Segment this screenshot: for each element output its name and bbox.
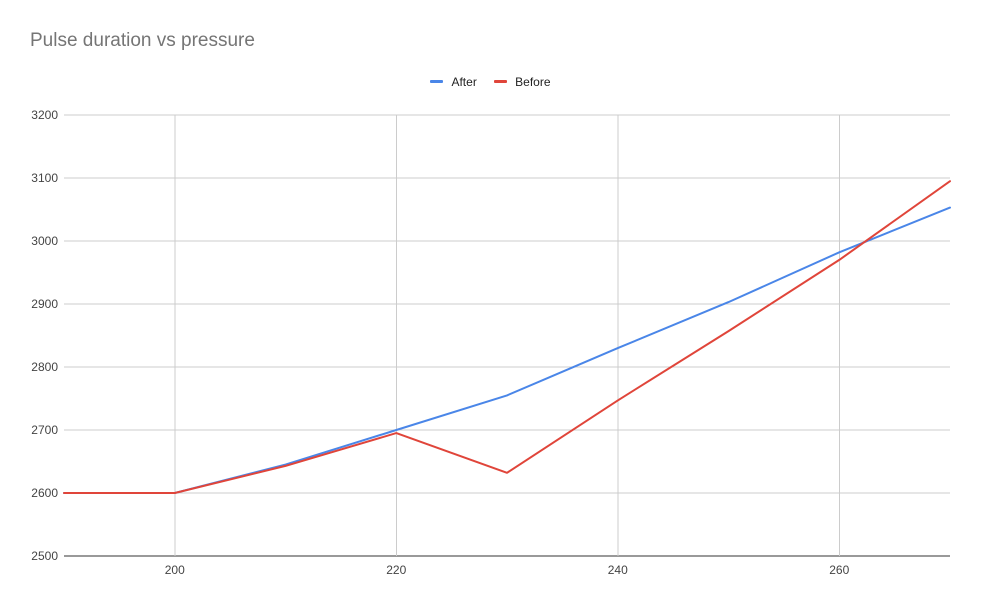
series-layer	[62, 179, 953, 496]
series-line-after[interactable]	[63, 206, 951, 494]
data-point-before[interactable]	[505, 470, 510, 475]
y-tick-label: 2600	[31, 486, 58, 500]
y-tick-label: 2900	[31, 297, 58, 311]
data-point-before[interactable]	[726, 329, 731, 334]
series-line-before[interactable]	[63, 180, 951, 494]
legend-swatch-before	[494, 80, 508, 83]
x-tick-label: 260	[829, 563, 849, 577]
data-point-before[interactable]	[172, 491, 177, 496]
series-before	[62, 179, 953, 496]
data-point-after[interactable]	[505, 393, 510, 398]
y-tick-label: 3200	[31, 108, 58, 122]
data-point-before[interactable]	[283, 463, 288, 468]
data-point-before[interactable]	[394, 431, 399, 436]
legend-item-before[interactable]: Before	[494, 74, 551, 89]
legend-item-after[interactable]: After	[430, 74, 477, 89]
y-tick-label: 2800	[31, 360, 58, 374]
y-tick-label: 2500	[31, 549, 58, 563]
x-tick-label: 240	[608, 563, 628, 577]
series-after	[63, 205, 953, 494]
axis-labels: 2500 2600 2700 2800 2900 3000 3100 3200 200 220 24…	[31, 108, 849, 577]
grid	[64, 114, 950, 557]
y-tick-label: 3100	[31, 171, 58, 185]
legend-swatch-after	[430, 80, 444, 83]
data-point-before[interactable]	[948, 179, 953, 184]
data-point-after[interactable]	[726, 300, 731, 305]
data-point-before[interactable]	[62, 491, 67, 496]
legend-label-before: Before	[515, 74, 551, 89]
data-point-before[interactable]	[837, 257, 842, 262]
data-point-after[interactable]	[615, 346, 620, 351]
y-tick-label: 3000	[31, 234, 58, 248]
legend: After Before	[0, 72, 981, 89]
chart-title: Pulse duration vs pressure	[30, 30, 255, 51]
y-tick-label: 2700	[31, 423, 58, 437]
x-tick-label: 220	[386, 563, 406, 577]
legend-label-after: After	[451, 74, 477, 89]
x-tick-label: 200	[165, 563, 185, 577]
data-point-before[interactable]	[615, 398, 620, 403]
data-point-after[interactable]	[837, 250, 842, 255]
data-point-after[interactable]	[948, 205, 953, 210]
